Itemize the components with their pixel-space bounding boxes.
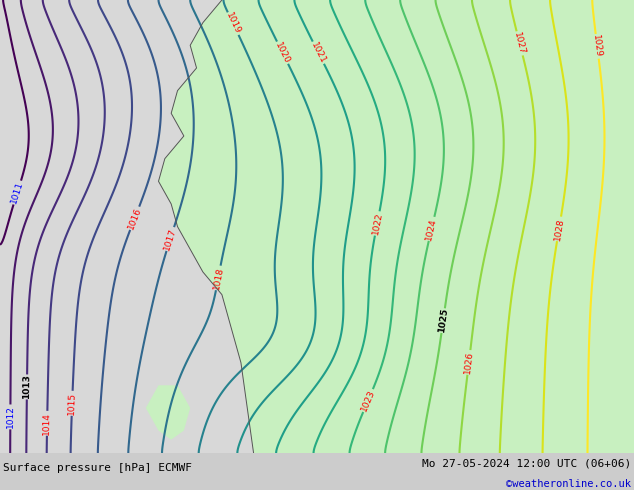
Text: 1015: 1015 bbox=[67, 392, 77, 415]
Polygon shape bbox=[158, 0, 634, 453]
Text: 1019: 1019 bbox=[224, 11, 242, 36]
Text: 1020: 1020 bbox=[273, 41, 292, 65]
Polygon shape bbox=[146, 385, 190, 440]
Text: 1021: 1021 bbox=[309, 41, 328, 65]
Text: 1024: 1024 bbox=[425, 217, 439, 241]
Text: 1025: 1025 bbox=[437, 308, 450, 334]
Text: 1022: 1022 bbox=[371, 211, 384, 236]
Text: 1029: 1029 bbox=[592, 34, 603, 58]
Text: 1026: 1026 bbox=[463, 350, 475, 374]
Text: 1013: 1013 bbox=[22, 374, 32, 399]
Text: Mo 27-05-2024 12:00 UTC (06+06): Mo 27-05-2024 12:00 UTC (06+06) bbox=[422, 459, 631, 468]
Text: 1023: 1023 bbox=[359, 388, 377, 413]
Text: 1011: 1011 bbox=[10, 180, 25, 205]
Text: ©weatheronline.co.uk: ©weatheronline.co.uk bbox=[506, 480, 631, 490]
Text: 1027: 1027 bbox=[512, 31, 527, 55]
Text: 1017: 1017 bbox=[162, 227, 178, 251]
Text: 1018: 1018 bbox=[212, 266, 225, 290]
Text: 1014: 1014 bbox=[42, 412, 52, 435]
Text: 1028: 1028 bbox=[553, 217, 566, 241]
Text: 1016: 1016 bbox=[126, 206, 143, 231]
Text: 1012: 1012 bbox=[6, 405, 15, 428]
Text: Surface pressure [hPa] ECMWF: Surface pressure [hPa] ECMWF bbox=[3, 463, 192, 473]
